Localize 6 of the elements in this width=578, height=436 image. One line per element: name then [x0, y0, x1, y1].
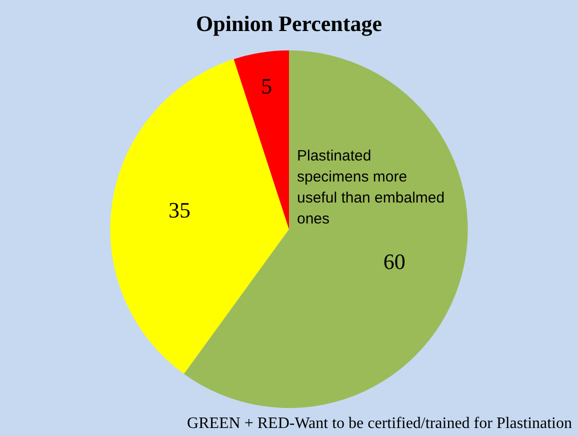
text: GREEN + RED-Want to be certified/trained for Plastination: [187, 415, 572, 432]
data-label: 60: [383, 249, 406, 274]
text: Plastinated specimens more useful than embalmed ones: [297, 147, 445, 228]
chart-title: Opinion Percentage: [196, 10, 382, 36]
data-label: 5: [261, 74, 272, 99]
data-label: 35: [168, 198, 191, 223]
